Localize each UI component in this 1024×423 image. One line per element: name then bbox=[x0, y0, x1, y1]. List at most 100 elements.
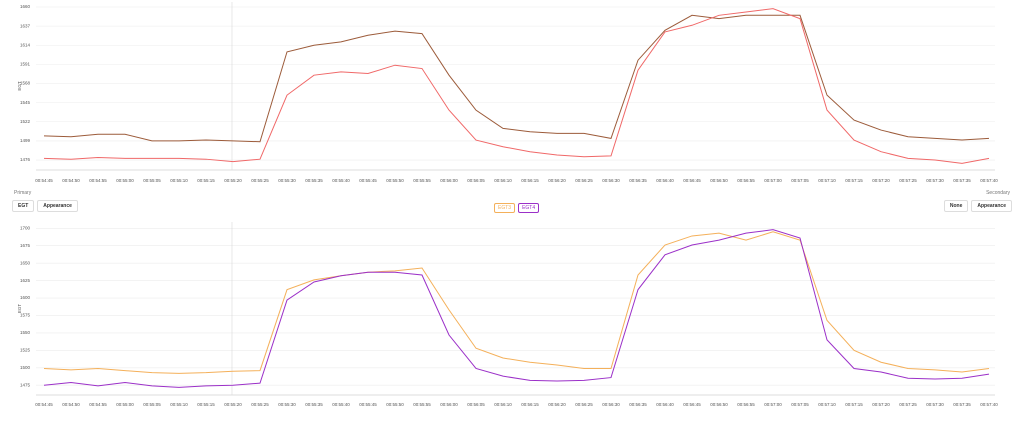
x-tick-label: 00:56:30 bbox=[602, 178, 620, 183]
y-tick-label: 1550 bbox=[20, 330, 31, 335]
y-tick-label: 1625 bbox=[20, 278, 31, 283]
x-tick-label: 00:55:15 bbox=[197, 178, 215, 183]
x-tick-label: 00:55:30 bbox=[278, 178, 296, 183]
x-tick-label: 00:56:50 bbox=[710, 402, 728, 407]
x-tick-label: 00:56:15 bbox=[521, 402, 539, 407]
x-tick-label: 00:57:20 bbox=[872, 178, 890, 183]
series-line bbox=[43, 231, 990, 374]
x-tick-label: 00:56:10 bbox=[494, 402, 512, 407]
x-tick-label: 00:56:30 bbox=[602, 402, 620, 407]
y-tick-label: 1575 bbox=[20, 313, 31, 318]
x-tick-label: 00:55:05 bbox=[143, 402, 161, 407]
secondary-label: Secondary bbox=[986, 190, 1010, 196]
x-tick-label: 00:57:00 bbox=[764, 178, 782, 183]
y-tick-label: 1660 bbox=[20, 4, 31, 9]
x-tick-label: 00:57:35 bbox=[953, 178, 971, 183]
x-tick-label: 00:56:35 bbox=[629, 178, 647, 183]
x-tick-label: 00:56:35 bbox=[629, 402, 647, 407]
x-tick-label: 00:55:45 bbox=[359, 402, 377, 407]
x-tick-label: 00:55:55 bbox=[413, 402, 431, 407]
y-tick-label: 1475 bbox=[20, 382, 31, 387]
x-tick-label: 00:57:25 bbox=[899, 402, 917, 407]
x-tick-label: 00:56:55 bbox=[737, 402, 755, 407]
y-tick-label: 1500 bbox=[20, 365, 31, 370]
x-tick-label: 00:56:05 bbox=[467, 402, 485, 407]
x-tick-label: 00:55:25 bbox=[251, 402, 269, 407]
x-tick-label: 00:55:50 bbox=[386, 402, 404, 407]
y-tick-label: 1499 bbox=[20, 138, 31, 143]
series-line bbox=[43, 229, 990, 388]
x-tick-label: 00:56:10 bbox=[494, 178, 512, 183]
x-tick-label: 00:55:45 bbox=[359, 178, 377, 183]
x-tick-label: 00:55:00 bbox=[116, 178, 134, 183]
x-tick-label: 00:56:20 bbox=[548, 402, 566, 407]
y-tick-label: 1525 bbox=[20, 348, 31, 353]
legend: EGT3 EGT4 bbox=[494, 203, 540, 213]
series-line bbox=[43, 14, 990, 143]
x-tick-label: 00:56:50 bbox=[710, 178, 728, 183]
x-tick-label: 00:55:00 bbox=[116, 402, 134, 407]
x-tick-label: 00:57:35 bbox=[953, 402, 971, 407]
x-tick-label: 00:55:10 bbox=[170, 402, 188, 407]
y-tick-label: 1522 bbox=[20, 119, 31, 124]
y-tick-label: 1675 bbox=[20, 243, 31, 248]
x-tick-label: 00:55:10 bbox=[170, 178, 188, 183]
y-tick-label: 1591 bbox=[20, 62, 31, 67]
x-tick-label: 00:57:40 bbox=[980, 402, 998, 407]
x-tick-label: 00:55:55 bbox=[413, 178, 431, 183]
x-tick-label: 00:56:00 bbox=[440, 178, 458, 183]
x-tick-label: 00:57:25 bbox=[899, 178, 917, 183]
x-tick-label: 00:54:55 bbox=[89, 178, 107, 183]
x-tick-label: 00:55:40 bbox=[332, 178, 350, 183]
x-tick-label: 00:54:45 bbox=[35, 178, 53, 183]
primary-label: Primary bbox=[14, 190, 32, 196]
legend-item[interactable]: EGT3 bbox=[494, 203, 516, 213]
x-tick-label: 00:56:55 bbox=[737, 178, 755, 183]
x-tick-label: 00:57:10 bbox=[818, 402, 836, 407]
y-tick-label: 1637 bbox=[20, 23, 31, 28]
x-tick-label: 00:56:40 bbox=[656, 402, 674, 407]
primary-controls: EGT Appearance bbox=[12, 200, 78, 212]
x-tick-label: 00:56:00 bbox=[440, 402, 458, 407]
appearance-button[interactable]: Appearance bbox=[971, 200, 1012, 212]
x-tick-label: 00:56:25 bbox=[575, 178, 593, 183]
x-tick-label: 00:57:15 bbox=[845, 402, 863, 407]
x-tick-label: 00:56:20 bbox=[548, 178, 566, 183]
x-tick-label: 00:54:45 bbox=[35, 402, 53, 407]
x-tick-label: 00:57:30 bbox=[926, 402, 944, 407]
x-tick-label: 00:56:25 bbox=[575, 402, 593, 407]
y-tick-label: 1650 bbox=[20, 260, 31, 265]
x-tick-label: 00:55:15 bbox=[197, 402, 215, 407]
x-tick-label: 00:54:50 bbox=[62, 178, 80, 183]
x-tick-label: 00:56:05 bbox=[467, 178, 485, 183]
secondary-controls: None Appearance bbox=[943, 200, 1012, 212]
x-tick-label: 00:55:40 bbox=[332, 402, 350, 407]
x-tick-label: 00:55:20 bbox=[224, 402, 242, 407]
legend-item[interactable]: EGT4 bbox=[518, 203, 540, 213]
series-line bbox=[43, 8, 990, 164]
x-tick-label: 00:55:35 bbox=[305, 178, 323, 183]
y-tick-label: 1476 bbox=[20, 157, 31, 162]
appearance-button[interactable]: Appearance bbox=[37, 200, 78, 212]
x-tick-label: 00:55:30 bbox=[278, 402, 296, 407]
x-tick-label: 00:57:15 bbox=[845, 178, 863, 183]
x-tick-label: 00:57:30 bbox=[926, 178, 944, 183]
y-tick-label: 1568 bbox=[20, 81, 31, 86]
x-tick-label: 00:57:20 bbox=[872, 402, 890, 407]
x-tick-label: 00:57:40 bbox=[980, 178, 998, 183]
x-tick-label: 00:55:50 bbox=[386, 178, 404, 183]
x-tick-label: 00:55:05 bbox=[143, 178, 161, 183]
y-axis-title: EGT bbox=[17, 81, 22, 91]
y-tick-label: 1700 bbox=[20, 225, 31, 230]
secondary-select[interactable]: None bbox=[943, 200, 969, 212]
x-tick-label: 00:55:20 bbox=[224, 178, 242, 183]
x-tick-label: 00:57:05 bbox=[791, 178, 809, 183]
x-tick-label: 00:57:05 bbox=[791, 402, 809, 407]
primary-select[interactable]: EGT bbox=[12, 200, 35, 212]
y-tick-label: 1545 bbox=[20, 100, 31, 105]
x-tick-label: 00:56:15 bbox=[521, 178, 539, 183]
x-tick-label: 00:54:50 bbox=[62, 402, 80, 407]
x-tick-label: 00:55:25 bbox=[251, 178, 269, 183]
